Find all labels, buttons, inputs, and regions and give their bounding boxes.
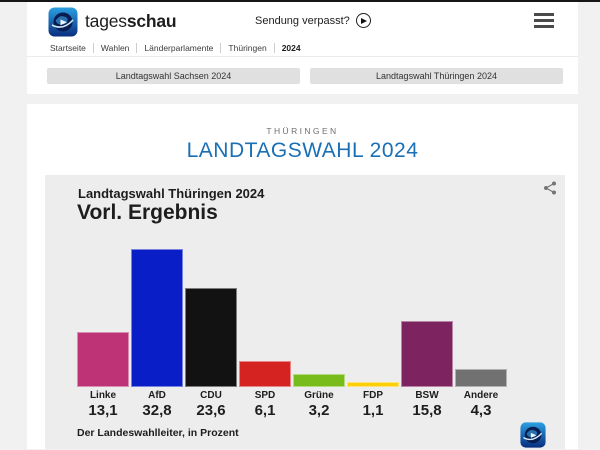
bar-afd xyxy=(131,249,183,387)
play-icon[interactable] xyxy=(355,13,371,28)
sendung-verpasst-link[interactable]: Sendung verpasst? xyxy=(255,13,371,28)
breadcrumb: Startseite Wahlen Länderparlamente Thüringe… xyxy=(27,40,578,57)
bar-label-afd: AfD xyxy=(148,390,166,401)
breadcrumb-item-wahlen[interactable]: Wahlen xyxy=(100,43,130,53)
breadcrumb-item-thüringen[interactable]: Thüringen xyxy=(228,43,267,53)
bar-value-grüne: 3,2 xyxy=(308,402,330,419)
bar-fdp xyxy=(347,382,399,387)
breadcrumb-separator xyxy=(220,43,222,53)
bar-label-cdu: CDU xyxy=(200,390,222,401)
bar-labels-row: Linke AfD CDU SPD Grüne FDP BSW Andere xyxy=(77,390,507,401)
brand-bold: schau xyxy=(126,11,177,31)
bar-bsw xyxy=(401,321,453,387)
brand-row: tagesschau Sendung verpasst? xyxy=(27,2,578,40)
main-content: THÜRINGEN LANDTAGSWAHL 2024 Landtagswahl… xyxy=(27,104,578,449)
bar-grüne xyxy=(293,374,345,387)
bar-cdu xyxy=(185,288,237,387)
bar-label-bsw: BSW xyxy=(415,390,439,401)
site-header: tagesschau Sendung verpasst? Startseite W… xyxy=(27,2,578,57)
bar-value-bsw: 15,8 xyxy=(412,402,442,419)
bar-chart xyxy=(77,239,507,387)
chart-card: Landtagswahl Thüringen 2024 Vorl. Ergebn… xyxy=(45,175,565,449)
share-icon[interactable] xyxy=(542,180,558,196)
sendung-verpasst-label: Sendung verpasst? xyxy=(255,14,350,27)
bar-label-andere: Andere xyxy=(463,390,499,401)
bar-value-fdp: 1,1 xyxy=(362,402,384,419)
breadcrumb-item-länderparlamente[interactable]: Länderparlamente xyxy=(144,43,214,53)
chart-subtitle: Vorl. Ergebnis xyxy=(77,201,218,224)
breadcrumb-separator xyxy=(92,43,94,53)
page-kicker: THÜRINGEN xyxy=(266,126,339,136)
bar-label-linke: Linke xyxy=(89,390,117,401)
bar-spd xyxy=(239,361,291,387)
section-divider xyxy=(27,94,578,104)
bar-value-spd: 6,1 xyxy=(254,402,276,419)
content-column: tagesschau Sendung verpasst? Startseite W… xyxy=(27,2,578,449)
bar-value-afd: 32,8 xyxy=(142,402,172,419)
bar-label-grüne: Grüne xyxy=(304,390,334,401)
brand-regular: tages xyxy=(85,11,127,31)
breadcrumb-separator xyxy=(136,43,138,53)
election-switcher: Landtagswahl Sachsen 2024 Landtagswahl T… xyxy=(27,57,578,94)
bar-label-fdp: FDP xyxy=(363,390,383,401)
page-title: LANDTAGSWAHL 2024 xyxy=(186,139,419,162)
bar-values-row: 13,1 32,8 23,6 6,1 3,2 1,1 15,8 4,3 xyxy=(77,402,507,419)
bar-value-linke: 13,1 xyxy=(88,402,118,419)
bar-value-andere: 4,3 xyxy=(470,402,492,419)
bar-linke xyxy=(77,332,129,387)
tagesschau-logo-icon[interactable] xyxy=(48,7,78,37)
brand-wordmark[interactable]: tagesschau xyxy=(85,11,177,32)
chart-title: Landtagswahl Thüringen 2024 xyxy=(78,186,265,201)
top-border xyxy=(0,0,600,2)
breadcrumb-separator xyxy=(273,43,275,53)
thueringen-2024-button[interactable]: Landtagswahl Thüringen 2024 xyxy=(310,68,563,84)
breadcrumb-item-startseite[interactable]: Startseite xyxy=(50,43,86,53)
chart-source: Der Landeswahlleiter, in Prozent xyxy=(77,427,239,439)
bar-label-spd: SPD xyxy=(254,390,276,401)
bar-value-cdu: 23,6 xyxy=(196,402,226,419)
menu-icon[interactable] xyxy=(534,13,554,31)
bar-andere xyxy=(455,369,507,387)
tagesschau-watermark-icon xyxy=(520,422,546,448)
breadcrumb-item-2024[interactable]: 2024 xyxy=(281,43,301,53)
sachsen-2024-button[interactable]: Landtagswahl Sachsen 2024 xyxy=(47,68,300,84)
